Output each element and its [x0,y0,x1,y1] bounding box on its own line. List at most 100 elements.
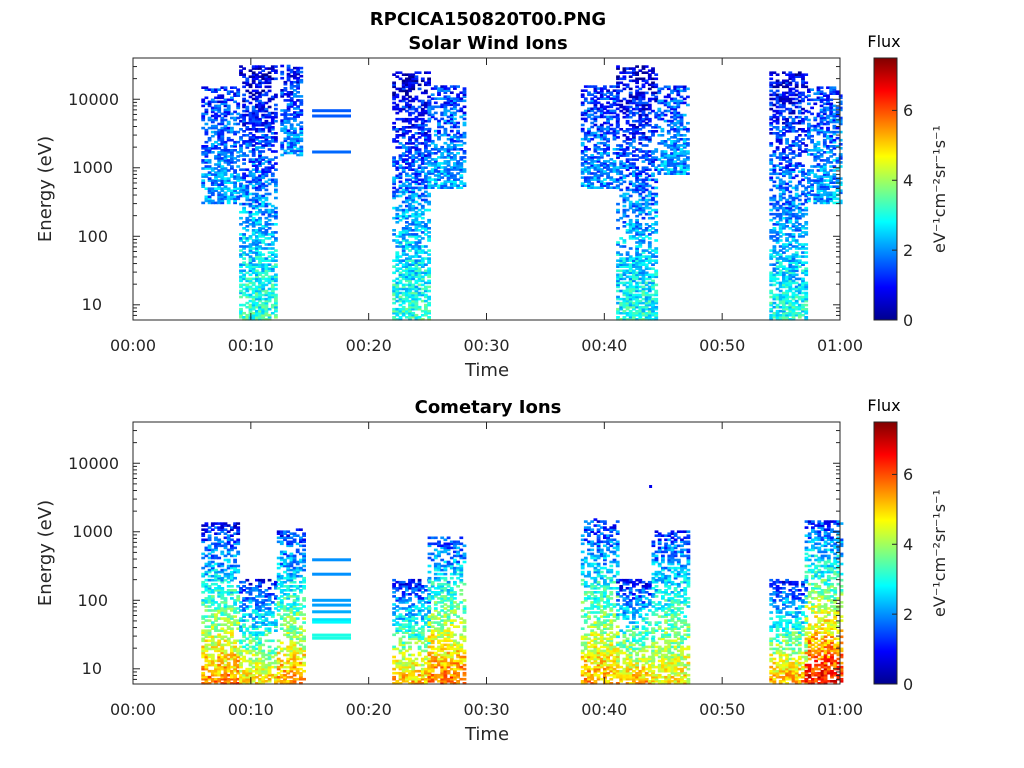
flux-cell [223,157,228,160]
flux-cell [417,148,422,151]
flux-cell [822,143,827,146]
flux-cell [392,190,396,194]
flux-cell [785,216,789,220]
flux-cell [622,180,627,184]
flux-cell [807,134,811,138]
flux-cell [248,128,253,131]
flux-cell [769,107,774,111]
flux-cell [433,143,438,147]
flux-cell [587,156,591,159]
flux-cell [775,111,780,115]
flux-cell [239,245,243,248]
flux-cell [274,77,278,81]
flux-cell [797,316,802,319]
flux-cell [822,189,827,192]
flux-cell [283,137,288,141]
flux-cell [822,140,827,144]
flux-cell [670,154,674,157]
flux-cell [616,263,620,266]
flux-cell [456,143,460,147]
flux-cell [204,102,209,106]
flux-cell [778,188,783,192]
flux-cell [641,305,646,309]
flux-cell [625,281,630,285]
flux-cell [267,89,272,93]
flux-cell [437,174,441,177]
flux-cell [239,148,243,151]
flux-cell [255,275,259,279]
flux-cell [628,265,633,268]
flux-cell [599,154,604,157]
flux-cell [214,201,218,205]
flux-cell [819,197,824,201]
flux-cell [411,206,416,210]
flux-cell [261,316,266,319]
flux-cell [660,113,665,117]
flux-cell [267,162,272,165]
flux-cell [267,182,272,186]
flux-cell [651,285,655,289]
flux-cell [794,166,799,169]
flux-cell [816,157,821,160]
flux-cell [395,281,400,285]
flux-cell [686,152,690,155]
flux-cell [223,169,228,172]
flux-cell [612,109,617,113]
flux-cell [296,135,300,139]
flux-cell [299,129,304,132]
flux-cell [414,251,419,254]
flux-cell [245,180,250,184]
flux-cell [788,121,793,125]
flux-cell [791,103,796,107]
flux-cell [395,313,400,317]
flux-cell [414,289,419,293]
flux-cell [267,316,272,319]
flux-cell [424,81,428,85]
flux-cell [625,192,630,196]
flux-cell [242,287,246,291]
flux-cell [654,77,659,81]
flux-cell [293,151,297,155]
flux-cell [405,93,409,97]
flux-cell [782,233,786,236]
flux-cell [590,107,595,111]
flux-cell [647,150,652,153]
flux-cell [616,77,620,81]
flux-cell [801,231,805,234]
flux-cell [590,133,595,137]
flux-cell [791,305,796,309]
flux-cell [593,95,598,98]
flux-cell [775,176,780,180]
flux-cell [230,197,234,201]
flux-cell [411,79,416,83]
flux-cell [270,287,275,291]
flux-cell [398,71,403,74]
flux-cell [778,136,783,139]
flux-cell [217,88,222,91]
flux-cell [788,218,793,222]
flux-cell [628,91,633,95]
flux-cell [775,214,780,218]
flux-cell [682,162,687,165]
flux-cell [280,129,285,132]
flux-cell [453,176,457,179]
flux-cell [296,107,300,110]
flux-cell [258,221,262,224]
flux-cell [251,148,256,151]
flux-cell [644,178,649,182]
flux-cell [440,105,445,109]
flux-cell [395,140,400,143]
flux-cell [628,71,633,74]
flux-cell [616,144,620,147]
flux-cell [414,117,419,121]
flux-cell [453,107,457,111]
flux-cell [239,291,243,295]
flux-cell [220,86,225,89]
flux-cell [251,178,256,182]
flux-cell [788,148,793,151]
flux-cell [255,192,259,196]
flux-cell [622,83,627,87]
flux-cell [449,174,454,177]
flux-cell [819,92,824,95]
flux-cell [775,134,780,137]
